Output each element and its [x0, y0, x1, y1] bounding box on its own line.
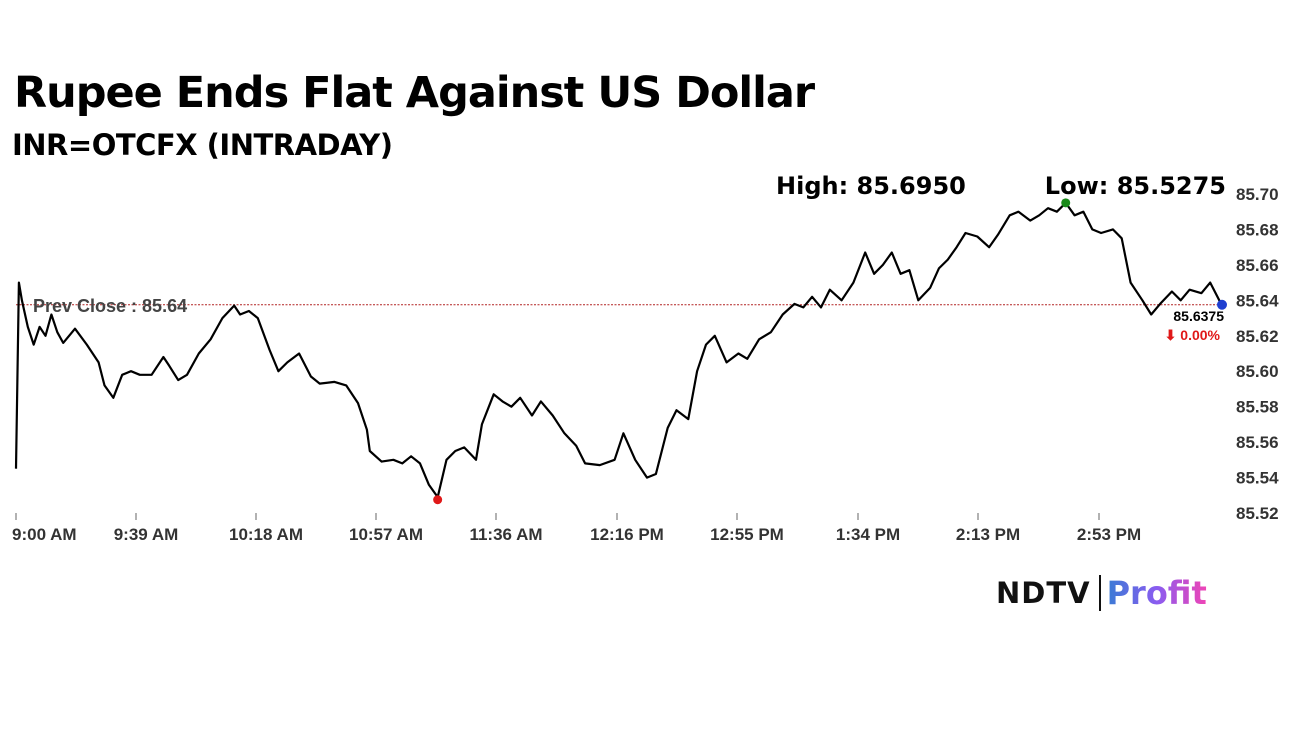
low-label: Low: 85.5275: [1045, 172, 1226, 200]
y-axis: 85.70 85.68 85.66 85.64 85.62 85.60 85.58 85.56…: [1236, 185, 1279, 523]
ndtv-logo-text: NDTV: [996, 576, 1091, 610]
prev-close-label: Prev Close : 85.64: [33, 296, 187, 316]
y-tick-label: 85.62: [1236, 327, 1279, 346]
high-label: High: 85.6950: [776, 172, 966, 200]
chart-title: Rupee Ends Flat Against US Dollar: [14, 68, 815, 118]
x-tick-label: 2:13 PM: [956, 525, 1020, 544]
x-tick-label: 9:00 AM: [12, 525, 77, 544]
y-tick-label: 85.54: [1236, 469, 1279, 488]
x-tick-label: 2:53 PM: [1077, 525, 1141, 544]
y-tick-label: 85.64: [1236, 291, 1279, 310]
price-series-line: [14, 201, 1223, 499]
y-tick-label: 85.68: [1236, 220, 1279, 239]
y-tick-label: 85.66: [1236, 256, 1279, 275]
y-tick-label: 85.60: [1236, 362, 1279, 381]
x-axis: 9:00 AM 9:39 AM 10:18 AM 10:57 AM 11:36 AM 12…: [12, 513, 1141, 544]
chart-subtitle: INR=OTCFX (INTRADAY): [12, 128, 393, 162]
x-tick-label: 9:39 AM: [114, 525, 179, 544]
x-tick-label: 12:16 PM: [590, 525, 664, 544]
last-value-label: 85.6375: [1173, 308, 1224, 324]
y-tick-label: 85.70: [1236, 185, 1279, 204]
x-tick-label: 10:57 AM: [349, 525, 423, 544]
y-tick-label: 85.58: [1236, 398, 1279, 417]
x-tick-label: 12:55 PM: [710, 525, 784, 544]
high-marker: [1061, 198, 1071, 208]
y-tick-label: 85.56: [1236, 433, 1279, 452]
x-tick-label: 1:34 PM: [836, 525, 900, 544]
low-marker: [433, 495, 443, 505]
change-percent-label: ⬇ 0.00%: [1165, 327, 1221, 343]
ndtv-profit-logo: NDTV Profit: [996, 572, 1207, 614]
x-tick-label: 11:36 AM: [469, 525, 542, 544]
logo-divider: [1098, 575, 1101, 611]
x-tick-label: 10:18 AM: [229, 525, 303, 544]
last-price-marker: [1217, 299, 1227, 310]
profit-logo-text: Profit: [1106, 574, 1207, 612]
y-tick-label: 85.52: [1236, 504, 1279, 523]
